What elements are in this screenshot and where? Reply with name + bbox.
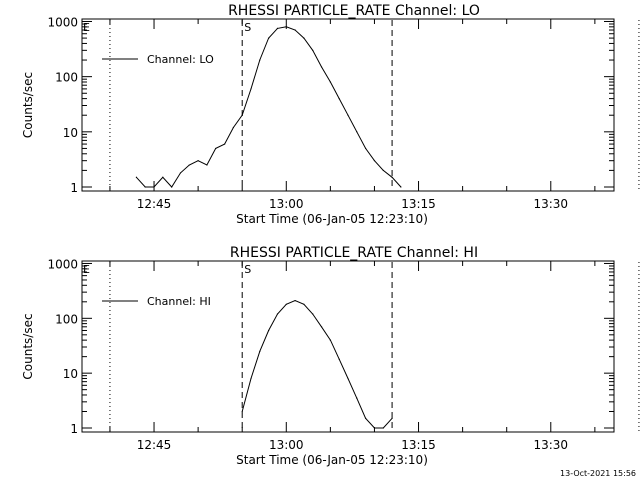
data-point [391,176,393,178]
data-point [276,313,279,315]
legend-label: Channel: HI [147,295,211,308]
y-tick-label: 10 [63,126,78,140]
plot-frame [81,18,615,192]
data-point [382,169,384,171]
chart-title: RHESSI PARTICLE_RATE Channel: LO [228,3,480,19]
data-point [312,313,314,315]
y-axis-label: Counts/sec [21,72,35,138]
data-point [144,186,146,188]
x-tick-label: 13:00 [269,438,304,452]
legend-label: Channel: LO [147,53,214,66]
data-point [188,164,190,166]
y-tick-label: 1000 [47,15,78,29]
x-tick-label: 12:45 [137,197,172,211]
data-point [338,98,340,100]
data-point [356,397,358,399]
data-point [294,29,296,31]
x-axis-label: Start Time (06-Jan-05 12:23:10) [236,453,428,467]
data-point [303,303,305,305]
data-point [373,160,376,162]
data-point [329,339,331,341]
data-point [268,329,270,332]
x-tick-label: 12:45 [137,438,172,452]
series-line [136,26,402,188]
marker-label: S [244,21,251,34]
data-point [303,37,305,39]
data-point [320,66,323,68]
y-axis-label: Counts/sec [21,313,35,379]
y-tick-label: 100 [55,312,78,326]
data-point [153,186,155,188]
x-tick-label: 13:30 [533,438,568,452]
x-tick-label: 13:00 [269,197,304,211]
corner-glyph: E [83,21,90,34]
data-point [241,410,243,413]
data-point [268,37,270,39]
y-tick-label: 1 [70,181,78,195]
chart-title: RHESSI PARTICLE_RATE Channel: HI [230,245,478,261]
data-point [338,358,340,360]
data-point [365,147,367,150]
data-point [285,303,287,305]
data-point [206,164,208,166]
data-point [320,326,323,328]
plot-frame [81,260,615,433]
data-point [259,59,261,61]
x-tick-label: 13:15 [401,197,436,211]
data-point [312,49,314,51]
data-point [391,417,393,419]
data-point [197,160,199,162]
data-point [179,172,182,174]
data-point [250,88,252,90]
corner-glyph: E [83,263,90,276]
data-point [135,176,137,178]
data-point [223,143,226,145]
chart-panel-2: RHESSI PARTICLE_RATE Channel: HI Counts/s… [21,245,640,467]
series-line [241,300,393,429]
data-point [373,427,376,429]
data-point [250,377,252,380]
data-point [347,377,349,380]
data-point [400,186,402,188]
x-tick-label: 13:15 [401,438,436,452]
data-point [215,147,217,150]
data-point [347,114,349,116]
data-point [259,350,261,352]
x-tick-label: 13:30 [533,197,568,211]
data-point [171,186,173,188]
footer-timestamp: 13-Oct-2021 15:56 [560,469,636,478]
y-tick-label: 10 [63,367,78,381]
data-point [329,81,331,83]
chart-panel-1: RHESSI PARTICLE_RATE Channel: LO Counts/s… [21,3,640,226]
data-point [232,126,234,129]
y-tick-label: 1 [70,422,78,436]
y-tick-label: 100 [55,71,78,85]
data-point [162,176,164,178]
marker-label: S [244,263,251,276]
data-point [382,427,384,429]
data-point [276,27,279,29]
data-point [241,114,243,116]
data-point [294,300,296,302]
y-tick-label: 1000 [47,257,78,271]
data-point [285,26,287,28]
x-axis-label: Start Time (06-Jan-05 12:23:10) [236,212,428,226]
data-point [356,131,358,133]
data-point [365,417,367,419]
